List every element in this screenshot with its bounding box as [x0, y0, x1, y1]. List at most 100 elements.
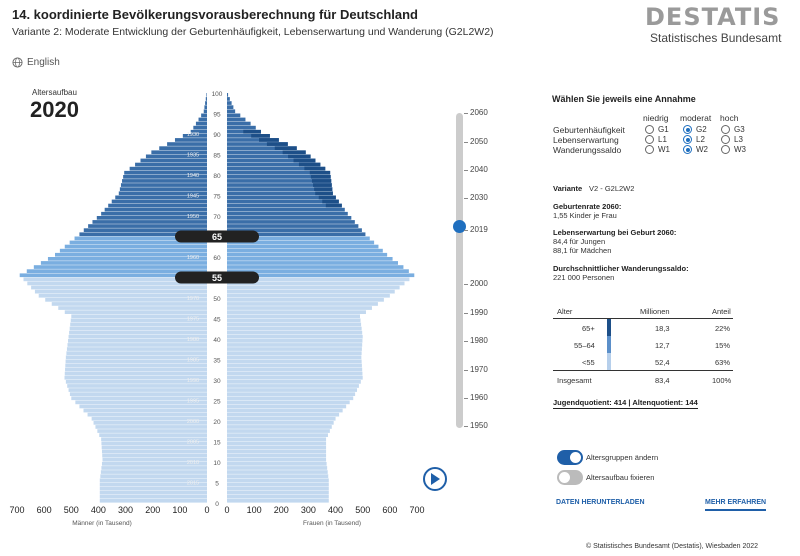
- radio-L1[interactable]: [645, 135, 654, 144]
- female-bar: [227, 261, 398, 265]
- female-bar: [227, 240, 375, 245]
- male-bar: [87, 412, 207, 417]
- female-bar: [227, 445, 327, 450]
- female-bar: [227, 334, 363, 339]
- male-bar: [27, 281, 207, 286]
- x-tick-women: 300: [301, 505, 316, 515]
- male-bar: [69, 392, 207, 396]
- table-cell-share: 22%: [715, 324, 731, 333]
- table-cell-age: 55–64: [574, 341, 595, 350]
- female-bar: [227, 113, 241, 118]
- birth-year-label: 2010: [187, 460, 199, 466]
- female-bar: [227, 154, 311, 159]
- play-button[interactable]: [423, 467, 447, 491]
- x-tick-men: 0: [204, 505, 209, 515]
- male-bar: [47, 257, 207, 261]
- female-bar: [227, 462, 327, 466]
- age-tick: 80: [213, 173, 221, 180]
- female-excess-bar: [314, 187, 333, 191]
- female-bar: [227, 441, 327, 446]
- download-data-link[interactable]: DATEN HERUNTERLADEN: [556, 499, 645, 506]
- x-tick-men: 200: [145, 505, 160, 515]
- female-bar: [227, 363, 362, 368]
- x-tick-men: 100: [172, 505, 187, 515]
- col-hoch: hoch: [720, 113, 739, 123]
- male-bar: [195, 121, 207, 126]
- learn-more-link[interactable]: MEHR ERFAHREN: [705, 499, 767, 511]
- male-bar: [99, 490, 207, 495]
- female-bar: [227, 486, 329, 491]
- female-excess-bar: [274, 146, 297, 150]
- female-bar: [227, 117, 246, 122]
- table-cell-age: <55: [582, 358, 595, 367]
- male-bar: [65, 363, 207, 368]
- male-bar: [201, 113, 207, 118]
- female-excess-bar: [313, 183, 332, 187]
- age-marker-handle[interactable]: [175, 230, 259, 243]
- female-bar: [227, 359, 362, 364]
- age-tick: 70: [213, 214, 221, 221]
- copyright-text: © Statistisches Bundesamt (Destatis), Wi…: [586, 543, 759, 550]
- female-bar: [227, 216, 352, 220]
- male-bar: [193, 125, 207, 130]
- female-bar: [227, 121, 251, 126]
- male-bar: [33, 265, 208, 269]
- female-bar: [227, 416, 336, 421]
- male-bar: [206, 93, 207, 97]
- male-bar: [88, 224, 207, 228]
- female-bar: [227, 211, 348, 216]
- age-marker-handle[interactable]: [175, 271, 259, 284]
- male-bar: [75, 400, 207, 405]
- female-bar: [227, 138, 279, 142]
- radio-W3[interactable]: [721, 145, 730, 154]
- female-bar: [227, 166, 326, 171]
- birth-year-label: 1975: [187, 317, 199, 323]
- female-bar: [227, 310, 366, 314]
- age-tick: 10: [213, 460, 221, 467]
- female-bar: [227, 457, 327, 462]
- female-bar: [227, 314, 360, 319]
- male-bar: [34, 289, 207, 294]
- male-bar: [104, 207, 207, 212]
- female-bar: [227, 105, 234, 109]
- male-bar: [118, 191, 207, 196]
- age-tick: 15: [213, 440, 221, 447]
- female-bar: [227, 134, 270, 138]
- male-bar: [102, 457, 207, 462]
- destatis-logo[interactable]: DESTATIS Statistisches Bundesamt: [645, 3, 781, 45]
- male-bar: [205, 97, 207, 101]
- timeline-year-label: 2060: [464, 108, 488, 117]
- x-tick-men: 500: [64, 505, 79, 515]
- x-tick-women: 600: [382, 505, 397, 515]
- radio-W2[interactable]: [683, 145, 692, 154]
- male-bar: [190, 129, 207, 134]
- male-bar: [145, 154, 207, 159]
- radio-W1[interactable]: [645, 145, 654, 154]
- female-bar: [227, 453, 327, 458]
- birth-year-label: 1935: [187, 153, 199, 159]
- year-slider-track[interactable]: [456, 113, 463, 428]
- male-bar: [79, 404, 207, 409]
- female-bar: [227, 97, 230, 101]
- age-tick: 0: [215, 501, 219, 508]
- radio-G2[interactable]: [683, 125, 692, 134]
- female-bar: [227, 199, 339, 204]
- female-bar: [227, 482, 329, 487]
- female-bar: [227, 355, 362, 360]
- year-slider-handle[interactable]: [453, 220, 466, 233]
- toggle-age-groups[interactable]: [557, 450, 583, 465]
- x-axis-label-women: Frauen (in Tausend): [303, 520, 361, 527]
- radio-L2[interactable]: [683, 135, 692, 144]
- age-tick: 85: [213, 153, 221, 160]
- female-bar: [227, 306, 372, 310]
- radio-G3[interactable]: [721, 125, 730, 134]
- female-bar: [227, 150, 306, 155]
- language-link[interactable]: English: [12, 57, 60, 68]
- radio-L3[interactable]: [721, 135, 730, 144]
- male-bar: [26, 269, 208, 273]
- toggle-fix-structure[interactable]: [557, 470, 583, 485]
- female-bar: [227, 281, 405, 286]
- radio-G1[interactable]: [645, 125, 654, 134]
- male-bar: [45, 298, 207, 302]
- male-bar: [51, 302, 207, 306]
